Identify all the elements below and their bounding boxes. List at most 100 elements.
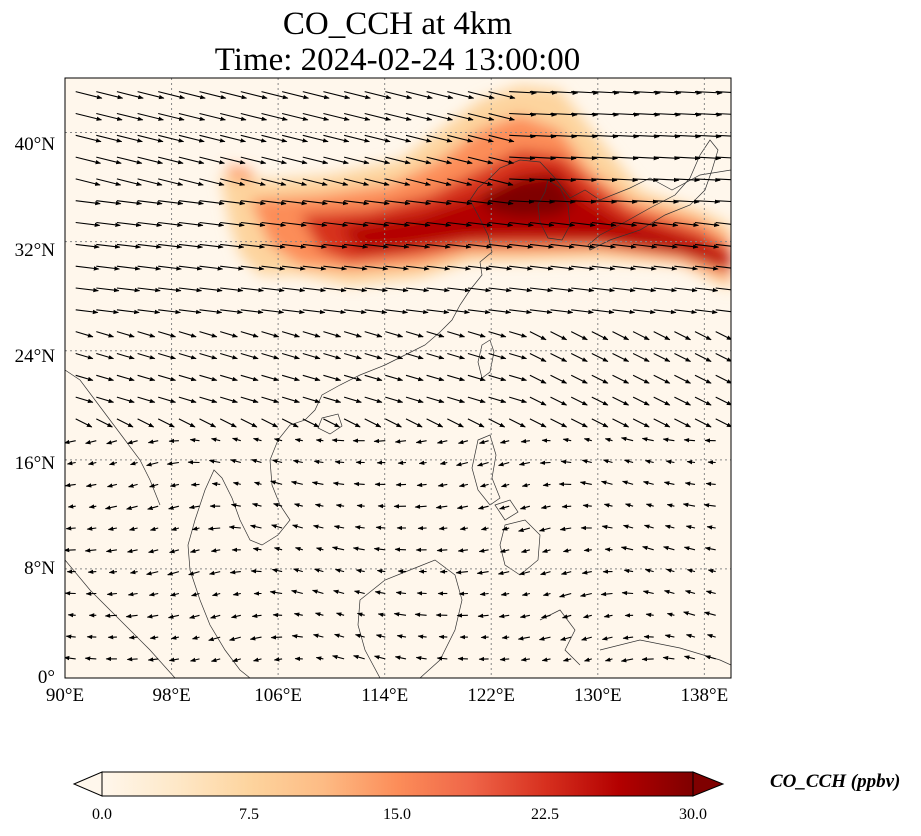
- wind-arrow: [642, 480, 654, 486]
- wind-arrow: [644, 459, 654, 464]
- wind-arrow: [87, 569, 97, 575]
- wind-arrow: [353, 590, 365, 595]
- wind-arrow: [67, 504, 76, 509]
- wind-arrow: [220, 221, 245, 227]
- wind-arrow: [520, 438, 530, 444]
- wind-arrow: [356, 503, 365, 509]
- wind-arrow: [561, 614, 572, 619]
- wind-arrow: [612, 90, 641, 95]
- wind-arrow: [158, 221, 183, 227]
- coastlines: [65, 139, 731, 678]
- wind-arrow: [190, 482, 200, 487]
- wind-arrow: [562, 548, 572, 553]
- wind-arrow: [129, 569, 138, 575]
- wind-arrow: [343, 418, 361, 428]
- wind-arrow: [571, 90, 599, 95]
- colorbar-extend-max: [692, 771, 725, 797]
- wind-arrow: [302, 331, 321, 338]
- wind-arrow: [189, 657, 200, 663]
- wind-arrow: [240, 91, 268, 100]
- wind-arrow: [158, 178, 184, 186]
- wind-arrow: [75, 91, 103, 100]
- wind-arrow: [191, 592, 200, 597]
- coastline-new-guinea: [599, 639, 731, 666]
- wind-arrow: [343, 352, 362, 360]
- wind-arrow: [467, 178, 493, 186]
- wind-arrow: [169, 549, 180, 554]
- wind-arrow: [261, 221, 287, 227]
- wind-arrow: [75, 243, 100, 249]
- wind-arrow: [674, 112, 702, 117]
- wind-arrow: [385, 91, 413, 100]
- wind-arrow: [520, 657, 530, 662]
- wind-arrow: [612, 396, 630, 406]
- wind-arrow: [75, 396, 94, 403]
- wind-arrow: [570, 418, 588, 428]
- wind-arrow: [540, 570, 551, 576]
- wind-arrow: [377, 612, 386, 618]
- wind-arrow: [116, 265, 141, 271]
- wind-arrow: [315, 547, 324, 552]
- wind-arrow: [271, 524, 283, 529]
- wind-arrow: [323, 134, 350, 143]
- wind-arrow: [65, 482, 76, 488]
- wind-arrow: [591, 134, 619, 139]
- colorbar-tick-label: 0.0: [92, 806, 112, 823]
- wind-arrow: [385, 418, 402, 428]
- wind-arrow: [170, 526, 180, 531]
- wind-arrow: [364, 112, 392, 121]
- wind-arrow: [653, 265, 678, 271]
- wind-arrow: [240, 265, 265, 271]
- wind-arrow: [632, 331, 650, 341]
- wind-arrow: [323, 265, 348, 271]
- wind-arrow: [96, 156, 122, 165]
- wind-arrow: [694, 112, 723, 117]
- wind-arrow: [509, 112, 537, 117]
- wind-arrow: [199, 112, 226, 121]
- wind-arrow: [199, 221, 225, 227]
- wind-arrow: [426, 178, 452, 186]
- wind-arrow: [467, 265, 492, 271]
- wind-arrow: [294, 546, 303, 552]
- coastline-mindanao: [499, 519, 541, 576]
- wind-arrow: [272, 612, 283, 618]
- wind-arrow: [271, 568, 283, 573]
- wind-arrow: [158, 91, 186, 100]
- wind-arrow: [436, 439, 448, 445]
- wind-arrow: [188, 504, 200, 510]
- coastline-sulawesi: [539, 609, 581, 666]
- wind-arrow: [455, 570, 468, 575]
- wind-arrow: [663, 589, 675, 595]
- wind-arrow: [622, 635, 634, 640]
- wind-arrow: [591, 177, 618, 183]
- wind-arrow: [104, 613, 117, 618]
- wind-arrow: [65, 547, 76, 553]
- wind-arrow: [158, 243, 183, 249]
- wind-arrow: [583, 547, 592, 553]
- wind-arrow: [228, 525, 241, 530]
- coastline-east-asia: [187, 159, 731, 678]
- wind-arrow: [343, 156, 370, 165]
- wind-arrow: [405, 112, 433, 121]
- wind-arrow: [137, 91, 165, 100]
- wind-arrow: [323, 396, 342, 403]
- wind-arrow: [291, 634, 303, 639]
- wind-arrow: [344, 243, 369, 249]
- wind-arrow: [210, 614, 221, 619]
- wind-arrow: [86, 526, 97, 531]
- wind-arrow: [273, 546, 283, 552]
- wind-arrow: [488, 243, 513, 249]
- wind-arrow: [137, 112, 164, 121]
- wind-arrow: [147, 505, 159, 510]
- wind-arrow: [703, 503, 716, 508]
- wind-arrow: [250, 569, 262, 574]
- wind-arrow: [509, 155, 536, 161]
- wind-arrow: [128, 635, 138, 640]
- wind-arrow: [353, 481, 365, 487]
- wind-arrow: [315, 438, 324, 443]
- wind-arrow: [75, 200, 101, 206]
- wind-arrow: [146, 571, 159, 576]
- wind-arrow: [664, 524, 675, 530]
- wind-arrow: [385, 112, 412, 121]
- wind-arrow: [229, 569, 241, 575]
